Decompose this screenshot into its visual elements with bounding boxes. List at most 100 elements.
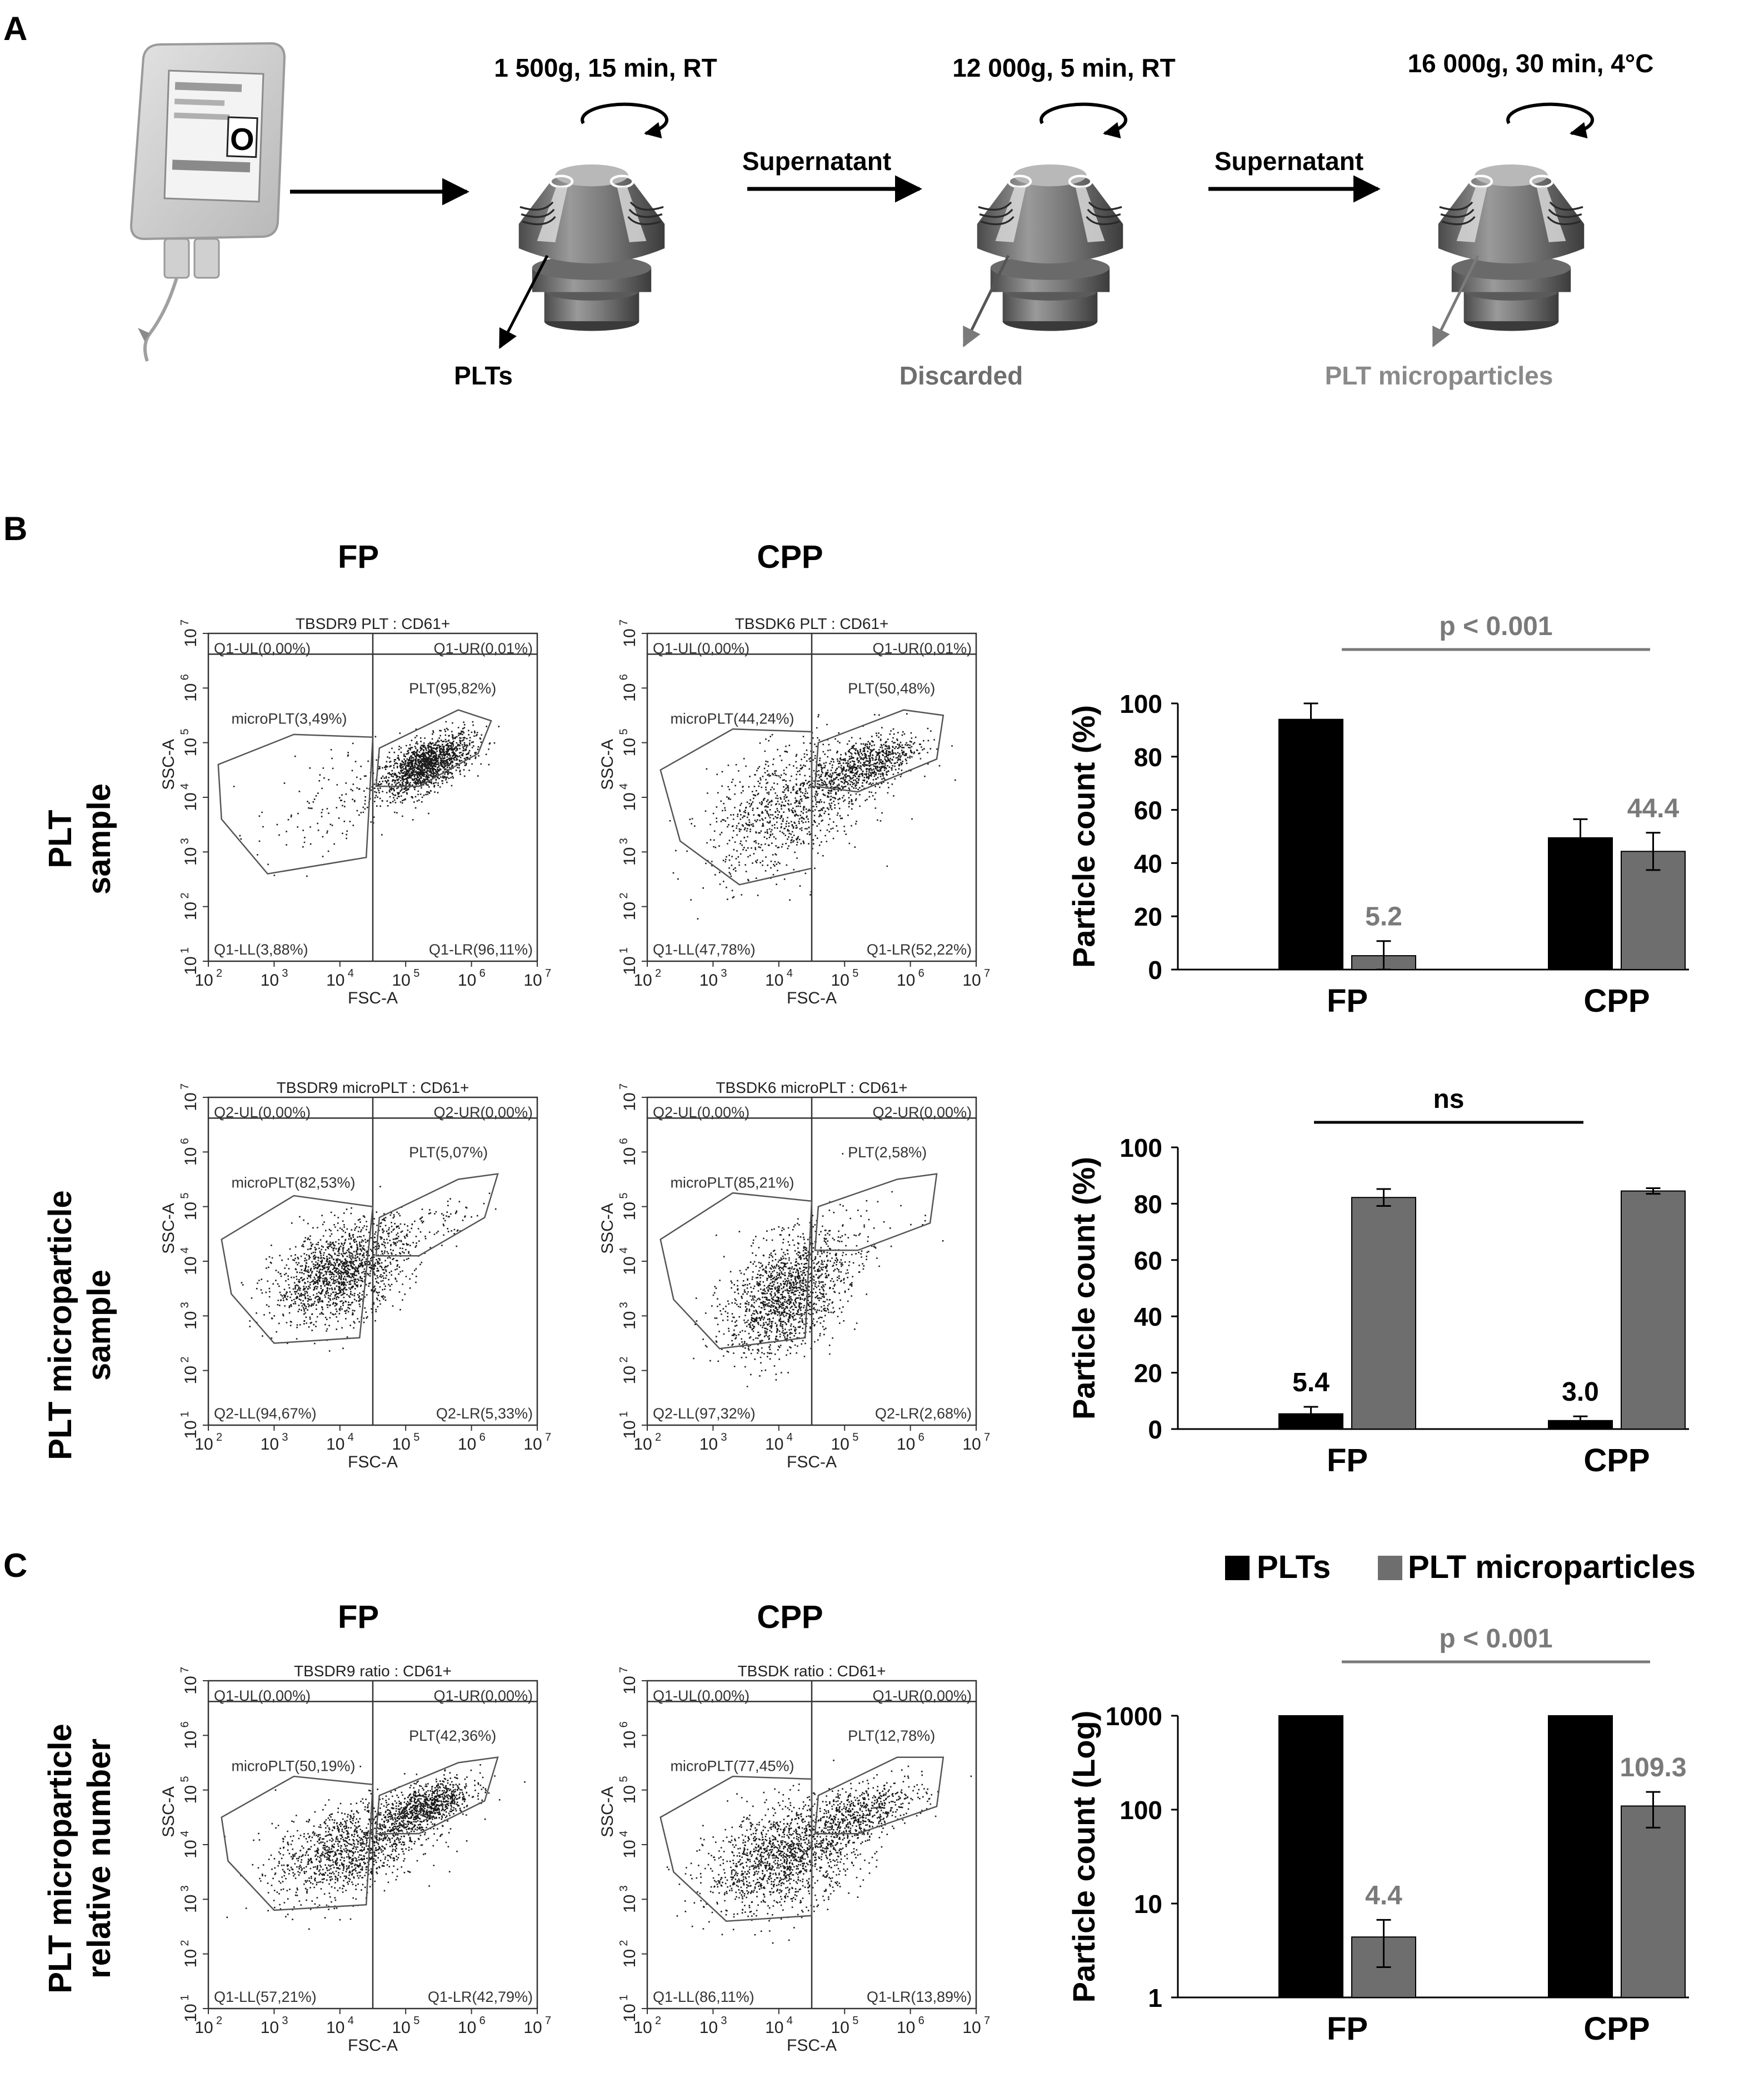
gate-microplt (659, 1192, 813, 1350)
y-tick-exponent: 7 (618, 1083, 630, 1090)
rotation-arrow-1 (581, 102, 669, 139)
y-tick-label: 100 (1120, 1796, 1162, 1825)
x-tick-label: 10 (962, 2019, 981, 2037)
y-tick-label: 10 (182, 1202, 200, 1220)
row-label-plt-line2: sample (81, 783, 117, 895)
x-tick-exponent: 2 (655, 967, 661, 980)
y-tick-label: 10 (182, 1147, 200, 1166)
y-tick-label: 10 (182, 847, 200, 866)
x-tick-exponent: 4 (787, 2015, 793, 2027)
x-tick-label: 10 (523, 971, 542, 990)
x-tick-label: 10 (765, 2019, 783, 2037)
gate-microplt (659, 728, 813, 886)
y-tick-exponent: 6 (179, 1721, 191, 1727)
y-tick-exponent: 4 (179, 783, 191, 790)
x-tick-label: 10 (194, 2019, 213, 2037)
y-tick-label: 10 (621, 1256, 639, 1275)
y-tick-label: 10 (182, 1256, 200, 1275)
y-tick-exponent: 1 (179, 947, 191, 953)
bar-microparticles (1351, 1197, 1416, 1430)
bag-label: O (229, 121, 255, 157)
y-tick-label: 10 (182, 738, 200, 756)
y-tick-label-group: 10 3 (179, 838, 200, 866)
x-tick-exponent: 5 (852, 1431, 858, 1443)
gate-label-plt: PLT(5,07%) (409, 1144, 488, 1161)
x-tick-label: 10 (458, 1435, 476, 1453)
y-tick-label-group: 10 6 (618, 1138, 639, 1166)
x-tick-exponent: 7 (545, 2015, 551, 2027)
gate-plt (375, 1173, 499, 1257)
legend-label-micro: PLT microparticles (1408, 1549, 1696, 1585)
x-tick-exponent: 4 (348, 1431, 354, 1443)
x-tick-exponent: 4 (348, 967, 354, 980)
gate-label-microplt: microPLT(3,49%) (231, 710, 347, 727)
y-tick-label-group: 10 3 (618, 1302, 639, 1330)
y-tick-label: 10 (621, 902, 639, 920)
x-tick-exponent: 4 (787, 1431, 793, 1443)
y-tick-exponent: 2 (179, 893, 191, 899)
pellet-arrow-1 (498, 254, 549, 349)
y-tick-label: 10 (182, 683, 200, 702)
gate-label-microplt: microPLT(85,21%) (670, 1174, 794, 1191)
x-tick-exponent: 2 (216, 1431, 222, 1443)
y-tick-label: 10 (621, 1366, 639, 1384)
flow-plot-title: TBSDR9 microPLT : CD61+ (277, 1079, 469, 1096)
legend-label-plts: PLTs (1257, 1549, 1331, 1585)
x-tick-label: 10 (326, 2019, 344, 2037)
x-axis-label: FSC-A (787, 2036, 837, 2055)
event-dots (693, 1153, 944, 1387)
y-tick-label-group: 10 2 (618, 1940, 639, 1968)
x-tick-exponent: 2 (216, 2015, 222, 2027)
flow-plot-5: TBSDR9 ratio : CD61+ Q1-UL(0,00%) Q1-UR(0,… (159, 1662, 551, 2055)
rotation-arrow-2 (1040, 102, 1128, 139)
x-tick-exponent: 7 (984, 967, 990, 980)
x-tick-label: 10 (458, 971, 476, 990)
row-label-relative-number: PLT microparticle relative number (42, 1724, 117, 1994)
row-label-plt-line1: PLT (42, 810, 78, 868)
y-tick-label: 10 (182, 1785, 200, 1804)
y-tick-label: 0 (1148, 1415, 1162, 1444)
blood-bag-illustration: O (129, 42, 286, 362)
event-dots (233, 721, 500, 877)
y-tick-label: 10 (621, 1895, 639, 1913)
flow-plot-3: TBSDR9 microPLT : CD61+ Q2-UL(0,00%) Q2-UR… (159, 1079, 551, 1471)
y-tick-exponent: 1 (618, 1411, 630, 1417)
y-tick-label-group: 10 3 (618, 838, 639, 866)
x-tick-exponent: 6 (479, 967, 486, 980)
y-tick-label-group: 10 6 (179, 1721, 200, 1749)
x-tick-label: 10 (633, 2019, 652, 2037)
y-tick-exponent: 3 (618, 1885, 630, 1891)
row-label-plt-sample: PLT sample (42, 783, 117, 895)
y-tick-label-group: 10 3 (179, 1302, 200, 1330)
y-tick-label: 10 (182, 1895, 200, 1913)
gate-label-plt: PLT(42,36%) (409, 1727, 496, 1744)
flow-plot-1: TBSDR9 PLT : CD61+ Q1-UL(0,00%) Q1-UR(0,01… (159, 615, 551, 1007)
bar-microparticles (1621, 1805, 1686, 1998)
y-tick-exponent: 3 (618, 838, 630, 844)
y-tick-label: 10 (182, 628, 200, 647)
row-label-micro-line1: PLT microparticle (42, 1190, 78, 1460)
x-tick-label: 10 (831, 1435, 849, 1453)
y-tick-label-group: 10 1 (179, 1411, 200, 1439)
step-3-product: PLT microparticles (1325, 361, 1553, 390)
y-tick-exponent: 7 (179, 620, 191, 626)
flow-plot-4: TBSDK6 microPLT : CD61+ Q2-UL(0,00%) Q2-UR… (598, 1079, 990, 1471)
y-axis-label: SSC-A (598, 1203, 617, 1254)
quadrant-lr: Q1-LR(52,22%) (867, 941, 972, 958)
bar-microparticles (1621, 851, 1686, 970)
y-tick-exponent: 3 (618, 1302, 630, 1308)
x-tick-exponent: 3 (282, 2015, 288, 2027)
x-tick-exponent: 6 (479, 1431, 486, 1443)
y-tick-label: 10 (621, 1949, 639, 1967)
step-1-condition: 1 500g, 15 min, RT (494, 53, 717, 82)
column-header-fp-b: FP (338, 539, 379, 575)
data-label: 3.0 (1562, 1377, 1599, 1407)
flow-plot-title: TBSDK6 microPLT : CD61+ (716, 1079, 907, 1096)
y-tick-label-group: 10 3 (618, 1885, 639, 1913)
y-axis-title: Particle count (%) (1066, 705, 1101, 968)
x-tick-exponent: 7 (984, 2015, 990, 2027)
x-tick-label: 10 (897, 971, 915, 990)
x-axis-label: FSC-A (348, 989, 398, 1007)
